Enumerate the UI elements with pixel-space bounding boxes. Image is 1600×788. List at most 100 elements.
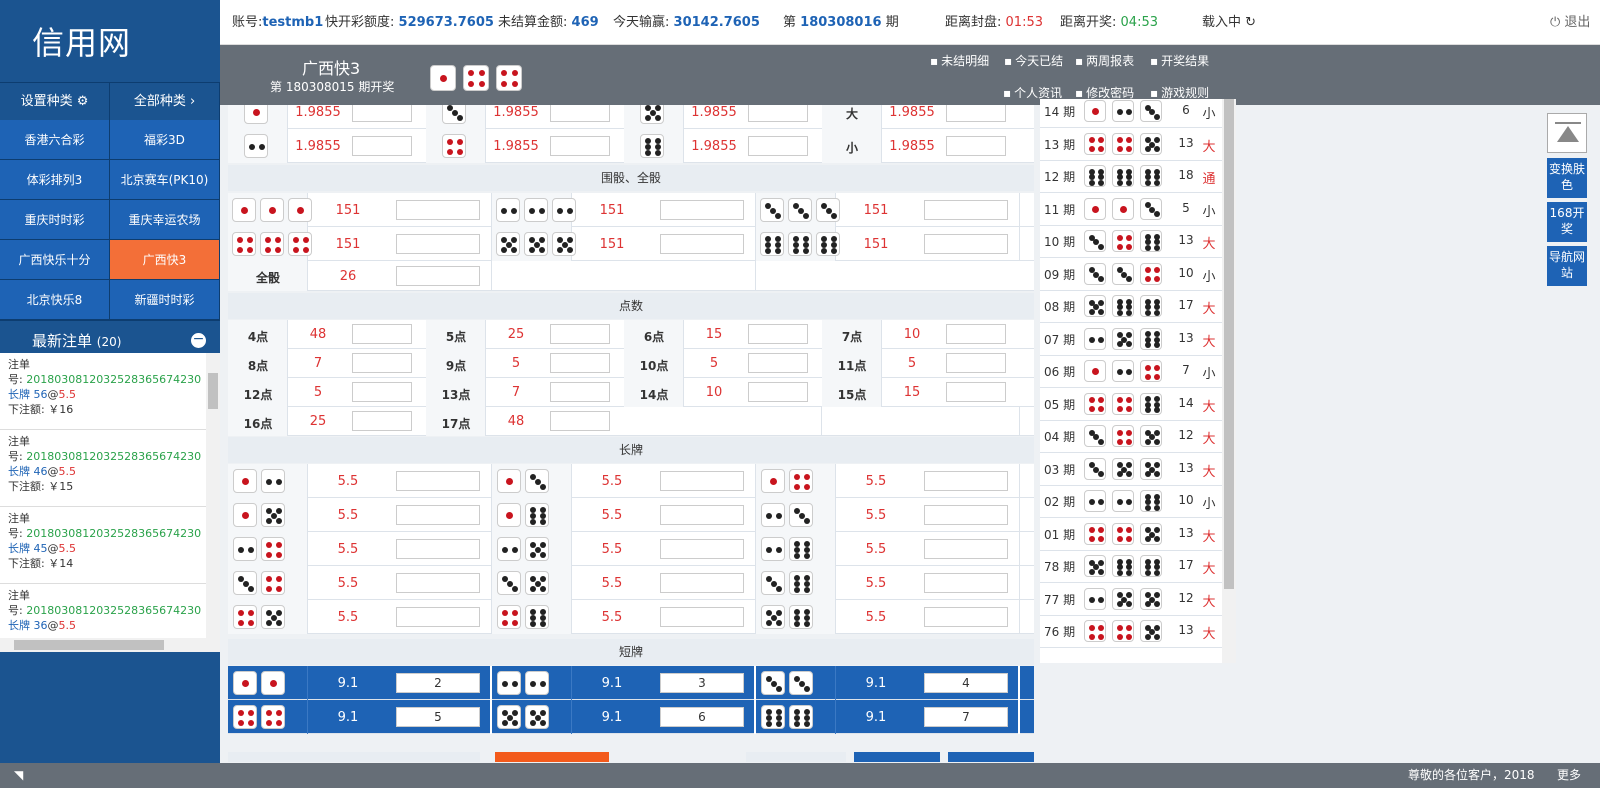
back-to-top-button[interactable] xyxy=(1547,113,1587,153)
bet-amount-input[interactable] xyxy=(396,505,480,525)
category-item[interactable]: 北京快乐8 xyxy=(0,280,110,320)
bet-amount-input[interactable] xyxy=(352,324,412,344)
bet-amount-input[interactable] xyxy=(550,105,610,122)
game-link[interactable]: ▪ 两周报表 xyxy=(1075,52,1134,69)
bet-amount-input[interactable] xyxy=(396,573,480,593)
bet-amount-input[interactable] xyxy=(660,505,744,525)
order-number: 2018030812032528365674230 xyxy=(26,450,202,463)
bet-amount-input[interactable]: 5 xyxy=(396,707,480,727)
vertical-scrollbar[interactable] xyxy=(206,353,220,638)
bet-amount-input[interactable] xyxy=(748,353,808,373)
recent-order-item[interactable]: 注单 号: 2018030812032528365674230 长牌 56@5.5 下… xyxy=(0,353,220,430)
bet-amount-input[interactable] xyxy=(924,607,1008,627)
category-item[interactable]: 重庆幸运农场 xyxy=(110,200,220,240)
settings-categories-button[interactable]: 设置种类 ⚙ xyxy=(0,83,110,120)
bet-amount-input[interactable] xyxy=(352,105,412,122)
bet-amount-input[interactable] xyxy=(946,105,1006,122)
bet-amount-input[interactable] xyxy=(924,471,1008,491)
bet-amount-input[interactable] xyxy=(660,573,744,593)
bet-amount-input[interactable] xyxy=(396,266,480,286)
result-big-small: 大 xyxy=(1202,139,1216,155)
bet-amount-input[interactable] xyxy=(550,411,610,431)
bet-amount-input[interactable] xyxy=(924,200,1008,220)
category-item[interactable]: 体彩排列3 xyxy=(0,160,110,200)
bet-amount-input[interactable] xyxy=(396,539,480,559)
recent-order-item[interactable]: 注单 号: 2018030812032528365674230 长牌 46@5.5 下… xyxy=(0,430,220,507)
bet-amount-input[interactable]: 7 xyxy=(924,707,1008,727)
action-button-1[interactable] xyxy=(854,752,940,762)
game-bar: 广西快3 第 180308015 期开奖 ▪ 未结明细 ▪ 今天已结 ▪ 两周报表 ▪ 开奖结… xyxy=(220,45,1600,105)
recent-order-item[interactable]: 注单 号: 2018030812032528365674230 长牌 45@5.5 下… xyxy=(0,507,220,584)
change-skin-button[interactable]: 变换肤色 xyxy=(1547,158,1587,198)
game-link[interactable]: ▪ 未结明细 xyxy=(930,52,989,69)
bet-amount-input[interactable] xyxy=(924,505,1008,525)
results-scrollbar[interactable] xyxy=(1222,99,1236,663)
dice-2-icon xyxy=(761,503,785,527)
game-link[interactable]: ▪ 修改密码 xyxy=(1075,84,1134,101)
more-link[interactable]: 更多 xyxy=(1557,768,1582,782)
result-sum: 17 xyxy=(1178,298,1194,312)
bet-amount-input[interactable] xyxy=(396,471,480,491)
category-item[interactable]: 广西快3 xyxy=(110,240,220,280)
bet-amount-input[interactable] xyxy=(924,573,1008,593)
scroll-thumb[interactable] xyxy=(208,373,218,409)
bet-amount-input[interactable] xyxy=(946,353,1006,373)
dice-4-icon xyxy=(789,469,813,493)
bet-amount-input[interactable] xyxy=(352,136,412,156)
game-link[interactable]: ▪ 个人资讯 xyxy=(1003,84,1062,101)
bet-amount-input[interactable] xyxy=(550,382,610,402)
bet-amount-input[interactable] xyxy=(946,136,1006,156)
submit-button[interactable] xyxy=(495,752,609,762)
bet-amount-input[interactable]: 2 xyxy=(396,673,480,693)
bet-amount-input[interactable] xyxy=(660,234,744,254)
bet-amount-input[interactable] xyxy=(660,471,744,491)
game-link[interactable]: ▪ 今天已结 xyxy=(1004,52,1063,69)
category-item[interactable]: 重庆时时彩 xyxy=(0,200,110,240)
bet-amount-input[interactable] xyxy=(748,136,808,156)
recent-order-item[interactable]: 注单 号: 2018030812032528365674230 长牌 36@5.5 xyxy=(0,584,220,638)
category-item[interactable]: 福彩3D xyxy=(110,120,220,160)
scroll-thumb[interactable] xyxy=(1224,99,1234,589)
bet-amount-input[interactable] xyxy=(396,234,480,254)
bet-amount-input[interactable] xyxy=(550,353,610,373)
all-categories-button[interactable]: 全部种类 › xyxy=(110,83,220,120)
recent-orders-list[interactable]: 注单 号: 2018030812032528365674230 长牌 56@5.5 下… xyxy=(0,353,220,638)
scroll-thumb[interactable] xyxy=(14,640,164,650)
odds-value: 1.9855 xyxy=(295,139,341,154)
collapse-icon[interactable]: − xyxy=(191,331,206,348)
bet-amount-input[interactable] xyxy=(352,411,412,431)
action-button-2[interactable] xyxy=(948,752,1034,762)
bet-amount-input[interactable] xyxy=(660,607,744,627)
category-item[interactable]: 新疆时时彩 xyxy=(110,280,220,320)
bet-amount-input[interactable]: 6 xyxy=(660,707,744,727)
loading-status[interactable]: 载入中 ↻ xyxy=(1202,15,1257,30)
bet-amount-input[interactable] xyxy=(660,539,744,559)
bet-amount-input[interactable] xyxy=(550,324,610,344)
category-item[interactable]: 香港六合彩 xyxy=(0,120,110,160)
game-link[interactable]: ▪ 开奖结果 xyxy=(1150,52,1209,69)
category-item[interactable]: 广西快乐十分 xyxy=(0,240,110,280)
game-link[interactable]: ▪ 游戏规则 xyxy=(1150,84,1209,101)
bet-amount-input[interactable] xyxy=(550,136,610,156)
bet-amount-input[interactable] xyxy=(748,382,808,402)
bet-amount-input[interactable] xyxy=(396,200,480,220)
logout-button[interactable]: ⏻ 退出 xyxy=(1550,15,1591,30)
bet-amount-input[interactable] xyxy=(352,382,412,402)
rss-icon[interactable]: ◥ xyxy=(14,768,24,782)
kai168-button[interactable]: 168开奖 xyxy=(1547,202,1587,242)
bet-amount-input[interactable]: 4 xyxy=(924,673,1008,693)
category-item[interactable]: 北京赛车(PK10) xyxy=(110,160,220,200)
bet-amount-input[interactable] xyxy=(924,234,1008,254)
bet-amount-input[interactable] xyxy=(946,382,1006,402)
bet-amount-input[interactable] xyxy=(396,607,480,627)
bet-amount-input[interactable] xyxy=(660,200,744,220)
bet-amount-input[interactable] xyxy=(748,324,808,344)
bet-amount-input[interactable] xyxy=(924,539,1008,559)
bet-amount-input[interactable]: 3 xyxy=(660,673,744,693)
horizontal-scrollbar[interactable] xyxy=(0,638,220,652)
bet-amount-input[interactable] xyxy=(748,105,808,122)
bet-amount-input[interactable] xyxy=(946,324,1006,344)
dice-3-icon xyxy=(789,671,813,695)
nav-site-button[interactable]: 导航网站 xyxy=(1547,246,1587,286)
bet-amount-input[interactable] xyxy=(352,353,412,373)
